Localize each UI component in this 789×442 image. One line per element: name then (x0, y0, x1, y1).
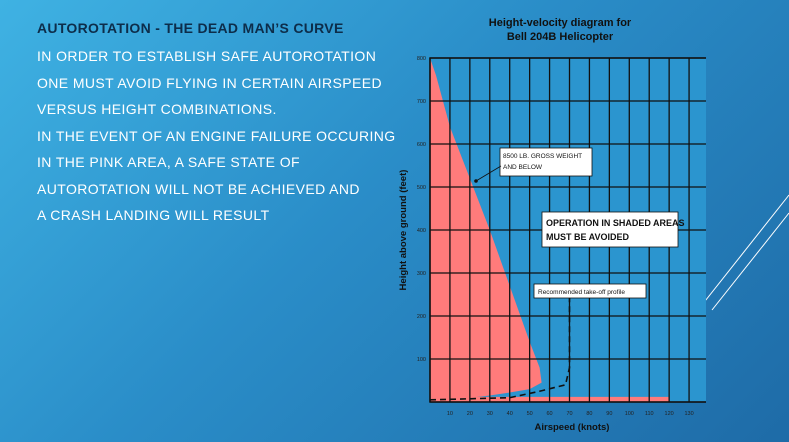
warning-label: OPERATION IN SHADED AREAS MUST BE AVOIDE… (546, 218, 687, 242)
profile-layer (429, 296, 571, 401)
slide-title: AUTOROTATION - THE DEAD MAN’S CURVE (37, 20, 344, 36)
plot-frame (429, 57, 706, 403)
x-tick-label: 130 (684, 411, 693, 417)
y-axis-label: Height above ground (feet) (398, 170, 409, 291)
y-tick-label: 300 (417, 271, 426, 277)
y-tick-label: 800 (417, 56, 426, 62)
chart-subtitle: Bell 204B Helicopter (506, 31, 614, 43)
slide-text-block: AUTOROTATION - THE DEAD MAN’S CURVE IN O… (37, 19, 397, 229)
height-velocity-chart: 10 20 30 40 50 60 70 80 90 100 110 120 130 100 200 300 4… (398, 56, 706, 433)
takeoff-label-box (533, 283, 647, 299)
x-tick-label: 70 (566, 411, 572, 417)
body-line: AUTOROTATION WILL NOT BE ACHIEVED AND (37, 180, 360, 197)
chart-title: Height-velocity diagram for (488, 17, 632, 29)
x-tick-label: 90 (606, 411, 612, 417)
y-tick-label: 500 (417, 185, 426, 191)
body-line: VERSUS HEIGHT COMBINATIONS. (37, 101, 277, 117)
weight-label: 8500 LB. GROSS WEIGHT AND BELOW (503, 153, 584, 171)
y-tick-label: 100 (417, 357, 426, 363)
y-tick-label: 200 (417, 314, 426, 320)
y-tick-label: 700 (417, 99, 426, 105)
x-tick-label: 30 (487, 411, 493, 417)
x-axis-label: Airspeed (knots) (535, 422, 610, 433)
tick-layer: 10 20 30 40 50 60 70 80 90 100 110 120 130 100 200 300 4… (417, 56, 694, 417)
warning-label-box (541, 211, 679, 248)
x-tick-label: 10 (447, 411, 453, 417)
weight-leader-dot (474, 179, 478, 183)
body-line: IN THE PINK AREA, A SAFE STATE OF (37, 154, 300, 170)
x-tick-label: 40 (507, 411, 513, 417)
takeoff-profile-line (429, 296, 571, 401)
y-tick-label: 400 (417, 228, 426, 234)
takeoff-label: Recommended take-off profile (538, 289, 625, 296)
shaded-area-0 (430, 58, 542, 400)
body-line: A CRASH LANDING WILL RESULT (37, 207, 270, 223)
weight-leader-line (475, 165, 502, 182)
chart-title-block: Height-velocity diagram for Bell 204B He… (400, 16, 720, 44)
x-tick-label: 110 (645, 411, 654, 417)
x-tick-label: 50 (527, 411, 533, 417)
body-line: IN ORDER TO ESTABLISH SAFE AUTOROTATION (37, 48, 377, 64)
body-line: IN THE EVENT OF AN ENGINE FAILURE OCCURI… (37, 127, 396, 144)
x-tick-label: 120 (665, 411, 674, 417)
x-tick-label: 100 (625, 411, 634, 417)
decorative-lines (694, 194, 789, 316)
x-tick-label: 60 (547, 411, 553, 417)
weight-label-box (499, 147, 593, 177)
x-tick-label: 80 (586, 411, 592, 417)
body-line: ONE MUST AVOID FLYING IN CERTAIN AIRSPEE… (37, 74, 382, 91)
y-tick-label: 600 (417, 142, 426, 148)
x-tick-label: 20 (467, 411, 473, 417)
